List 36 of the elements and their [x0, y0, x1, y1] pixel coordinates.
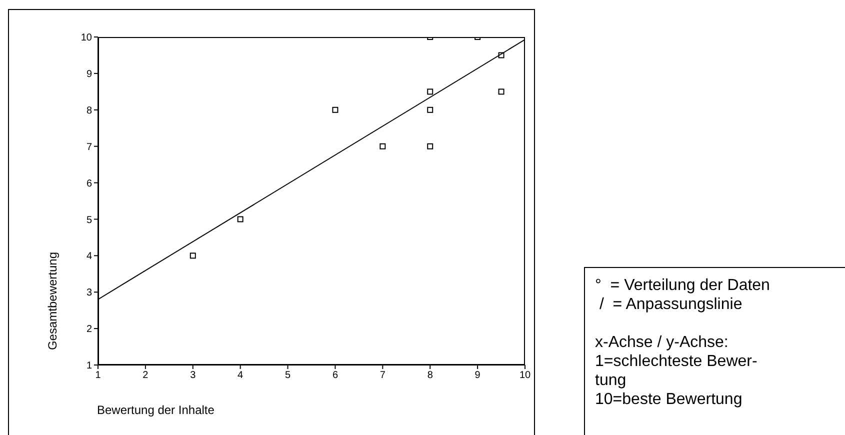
- text: x-Achse / y-Achse:: [595, 333, 730, 352]
- y-tick-label: 1: [86, 360, 92, 372]
- text: 1=schlechteste Bewer-tung: [595, 352, 758, 390]
- x-tick-label: 3: [190, 370, 196, 382]
- text: ° = Verteilung der Daten: [595, 276, 771, 295]
- y-tick-label: 8: [86, 105, 92, 116]
- y-axis-title: Gesamtbewertung: [45, 252, 60, 350]
- x-tick-label: 10: [519, 370, 531, 382]
- text: 10=beste Bewertung: [595, 390, 744, 409]
- y-tick-label: 9: [86, 68, 92, 80]
- point: [427, 88, 434, 95]
- point: [427, 143, 434, 150]
- y-tick-label: 10: [80, 32, 92, 44]
- y-tick-label: 6: [86, 178, 92, 190]
- x-axis-title: Bewertung der Inhalte: [97, 403, 214, 417]
- point: [332, 106, 338, 113]
- text: / = Anpassungslinie: [598, 295, 744, 314]
- x-tick-label: 7: [380, 370, 386, 382]
- x-tick-label: 2: [142, 370, 149, 382]
- y-tick-label: 3: [86, 288, 92, 299]
- y-tick-label: 5: [86, 214, 92, 226]
- point: [427, 106, 434, 113]
- x-tick-label: 6: [332, 370, 338, 382]
- point: [498, 88, 504, 95]
- x-tick-label: 9: [474, 370, 481, 382]
- y-tick-label: 2: [86, 324, 92, 336]
- x-tick-label: 8: [427, 370, 434, 382]
- y-tick-label: 7: [86, 142, 92, 153]
- x-tick-label: 1: [95, 370, 102, 382]
- y-tick-label: 4: [86, 251, 92, 262]
- point: [498, 52, 504, 58]
- point: [237, 216, 244, 222]
- point: [190, 252, 196, 259]
- x-tick-label: 5: [284, 370, 291, 382]
- x-tick-label: 4: [238, 370, 244, 382]
- point: [380, 143, 386, 150]
